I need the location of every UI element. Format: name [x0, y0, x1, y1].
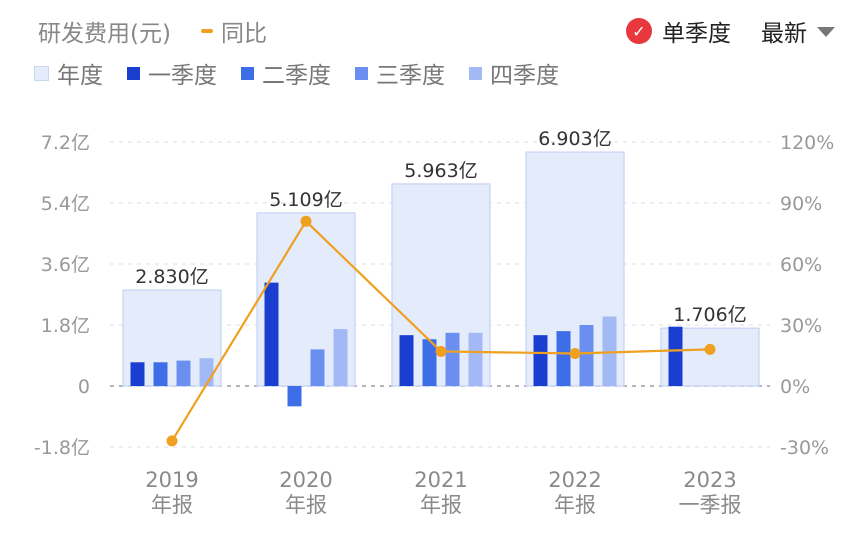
yoy-point [166, 435, 178, 447]
legend-item[interactable]: 一季度 [127, 56, 217, 90]
legend-swatch-icon [469, 66, 482, 80]
yoy-legend-label: 同比 [220, 21, 267, 47]
legend-swatch-icon [34, 65, 49, 81]
legend-item[interactable]: 年度 [34, 56, 103, 90]
chart-title: 研发费用(元) [38, 21, 171, 47]
left-tick-label: -1.8亿 [34, 437, 90, 459]
quarterly-toggle[interactable]: 单季度 [662, 21, 731, 47]
quarter-bar [264, 282, 279, 386]
quarter-bar [399, 335, 414, 386]
legend-label: 三季度 [376, 63, 445, 89]
legend-item[interactable]: 三季度 [355, 56, 445, 90]
quarter-bar [445, 332, 460, 386]
category-label: 年报 [554, 493, 596, 517]
quarter-bar [176, 360, 191, 386]
right-tick-label: 60% [780, 254, 822, 276]
right-tick-label: 30% [780, 315, 822, 337]
quarter-bar [468, 332, 483, 386]
left-tick-label: 0 [78, 376, 90, 398]
legend-swatch-icon [241, 66, 254, 80]
right-tick-label: 120% [780, 132, 834, 154]
quarter-bar [602, 316, 617, 386]
right-tick-label: 90% [780, 193, 822, 215]
category-label: 2023 [683, 468, 736, 492]
yoy-point [704, 343, 716, 355]
legend-swatch-icon [127, 66, 140, 80]
quarter-bar [333, 329, 348, 386]
annual-value-label: 2.830亿 [135, 266, 208, 288]
left-tick-label: 3.6亿 [41, 254, 90, 276]
category-label: 一季报 [679, 493, 742, 517]
sort-dropdown[interactable]: 最新 [761, 21, 807, 47]
category-label: 2022 [548, 468, 601, 492]
chevron-down-icon[interactable] [817, 27, 835, 37]
legend: 年度 一季度 二季度 三季度 四季度 [34, 56, 583, 90]
category-label: 年报 [420, 493, 462, 517]
quarter-bar [556, 331, 571, 386]
legend-item[interactable]: 四季度 [469, 56, 559, 90]
quarter-bar [422, 339, 437, 386]
annual-value-label: 1.706亿 [673, 304, 746, 326]
yoy-point [300, 215, 312, 227]
quarter-bar [668, 326, 683, 386]
right-tick-label: -30% [780, 437, 829, 459]
title-row: 研发费用(元) 同比 [38, 14, 267, 48]
legend-label: 二季度 [262, 63, 331, 89]
yoy-legend[interactable]: 同比 [200, 14, 267, 48]
quarter-bar [153, 362, 168, 386]
annual-value-label: 6.903亿 [538, 128, 611, 150]
left-tick-label: 7.2亿 [41, 132, 90, 154]
quarter-bar [199, 358, 214, 386]
left-tick-label: 5.4亿 [41, 193, 90, 215]
quarter-bar [533, 335, 548, 386]
legend-label: 一季度 [148, 63, 217, 89]
legend-item[interactable]: 二季度 [241, 56, 331, 90]
yoy-point [435, 345, 447, 357]
chart-header: 研发费用(元) 同比 ✓ 单季度 最新 年度 一季度 二季度 三季度 四季度 [0, 0, 865, 100]
category-label: 年报 [285, 493, 327, 517]
quarter-bar [579, 325, 594, 386]
left-tick-label: 1.8亿 [41, 315, 90, 337]
yoy-point [569, 347, 581, 359]
quarter-bar [310, 349, 325, 386]
legend-label: 年度 [57, 63, 103, 89]
category-label: 2021 [414, 468, 467, 492]
annual-value-label: 5.963亿 [404, 160, 477, 182]
quarter-bar [287, 386, 302, 407]
category-label: 2019 [145, 468, 198, 492]
annual-value-label: 5.109亿 [269, 189, 342, 211]
category-label: 年报 [151, 493, 193, 517]
legend-label: 四季度 [490, 63, 559, 89]
right-tick-label: 0% [780, 376, 810, 398]
category-label: 2020 [279, 468, 332, 492]
chart-controls: ✓ 单季度 最新 [626, 14, 835, 48]
quarter-bar [130, 362, 145, 386]
check-icon[interactable]: ✓ [626, 18, 652, 44]
legend-swatch-icon [355, 66, 368, 80]
yoy-line-icon [200, 29, 213, 33]
